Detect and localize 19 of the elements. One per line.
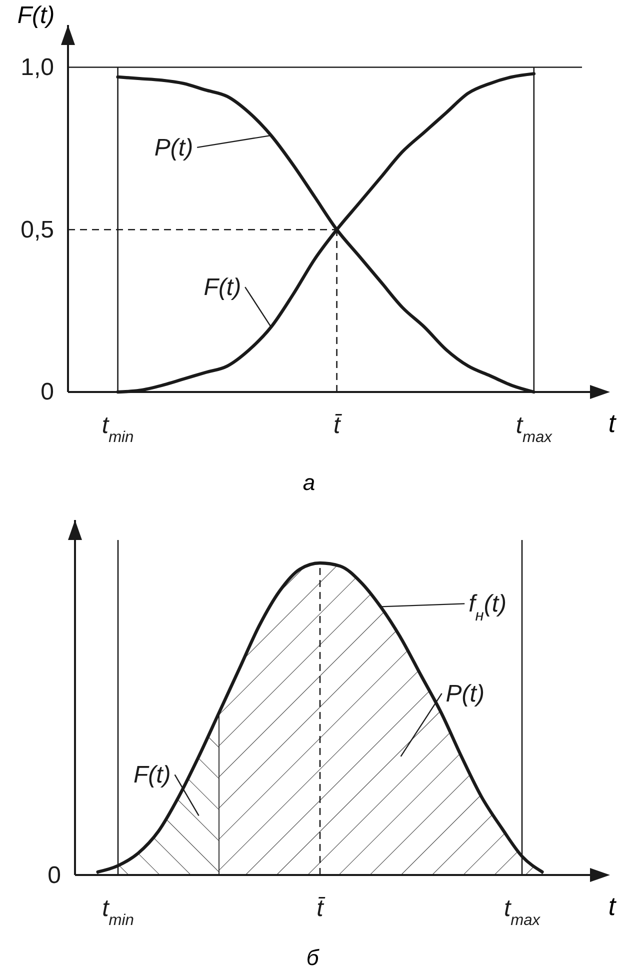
y-tick-label: 0 <box>40 378 54 406</box>
series-label: F(t) <box>204 274 242 302</box>
y-axis-title: F(t) <box>17 2 55 29</box>
text: б <box>306 945 320 970</box>
x-axis-title: t <box>608 408 618 438</box>
x-tick-label: t̄ <box>333 412 343 440</box>
text: а <box>302 470 316 495</box>
legend-label: f$_{н}$(t) <box>468 590 507 624</box>
x-tick-label: t$_{min}$ <box>102 895 134 929</box>
series-label: F(t) <box>133 762 171 789</box>
x-tick-label: t̄ <box>316 895 326 922</box>
y-tick-label: 0,5 <box>20 216 54 244</box>
x-tick-label: t$_{max}$ <box>516 412 554 446</box>
x-axis-title: t <box>608 891 618 921</box>
x-tick-label: t$_{min}$ <box>102 412 134 446</box>
legend-label: P(t) <box>154 134 194 162</box>
x-tick-label: t$_{max}$ <box>504 895 542 929</box>
y-tick-label: 1,0 <box>20 54 54 81</box>
series-label: P(t) <box>446 680 484 708</box>
